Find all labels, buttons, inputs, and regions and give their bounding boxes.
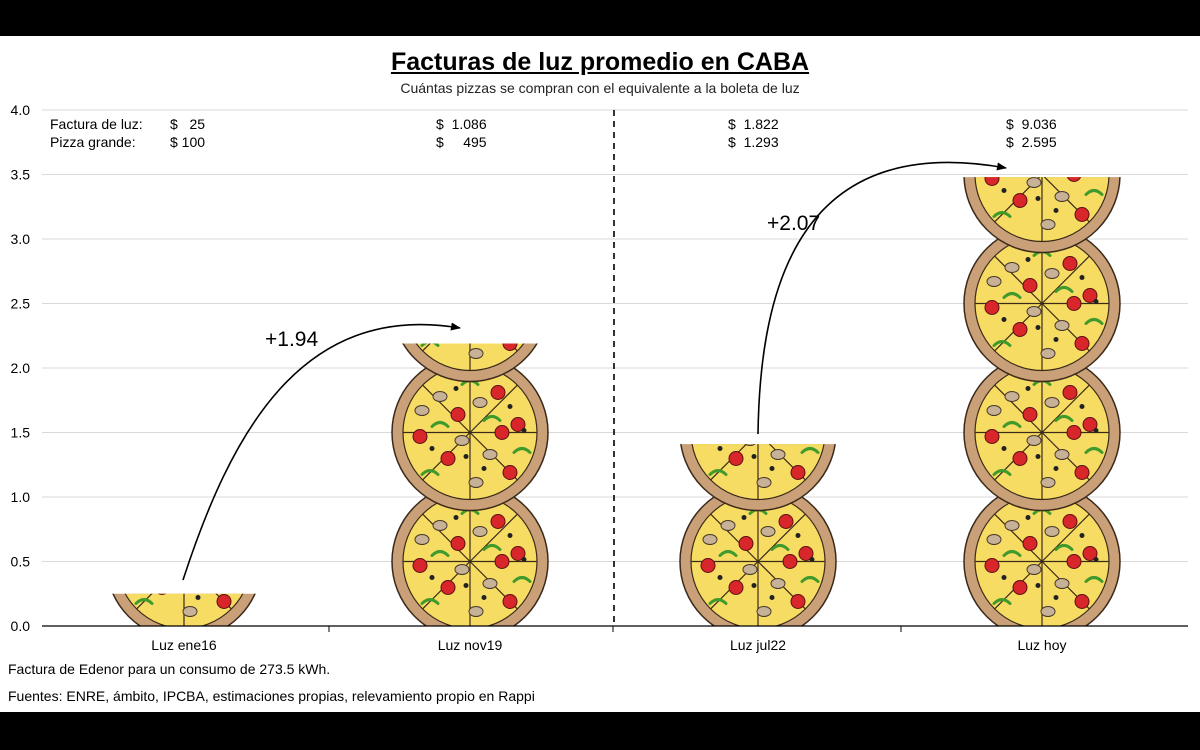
chart-subtitle: Cuántas pizzas se compran con el equival… — [400, 80, 800, 96]
y-tick-label-3.0: 3.0 — [11, 231, 31, 247]
pizza-bar-chart: 0.0 0.5 1.0 1.5 2.0 2.5 3.0 3.5 4.0 Luz ene16 Luz … — [11, 102, 1188, 653]
price-pizza-1: $ 495 — [436, 134, 487, 150]
price-factura-2: $ 1.822 — [728, 116, 779, 132]
price-pizza-2: $ 1.293 — [728, 134, 779, 150]
price-pizza-0: $ 100 — [170, 134, 206, 150]
y-tick-label-2.0: 2.0 — [11, 360, 31, 376]
y-tick-label-1.5: 1.5 — [11, 425, 31, 441]
price-factura-0: $ 25 — [170, 116, 206, 132]
price-factura-1: $ 1.086 — [436, 116, 487, 132]
y-tick-label-3.5: 3.5 — [11, 167, 31, 183]
y-tick-label-0.5: 0.5 — [11, 554, 31, 570]
change-label-1: +2.07 — [767, 212, 820, 235]
category-label-3: Luz hoy — [1017, 637, 1066, 653]
y-tick-label-4.0: 4.0 — [11, 102, 31, 118]
y-tick-label-1.0: 1.0 — [11, 489, 31, 505]
chart-title: Facturas de luz promedio en CABA — [390, 48, 810, 76]
pizza-bar-1 — [390, 343, 550, 626]
change-label-0: +1.94 — [265, 328, 318, 351]
change-arrow-0 — [182, 322, 461, 581]
y-tick-label-0.0: 0.0 — [11, 618, 31, 634]
row-label-pizza: Pizza grande: — [50, 134, 136, 150]
price-pizza-3: $ 2.595 — [1006, 134, 1057, 150]
chart-stage: Facturas de luz promedio en CABA Cuántas… — [0, 36, 1200, 712]
change-arrow-1 — [757, 161, 1007, 435]
category-label-2: Luz jul22 — [730, 637, 786, 653]
category-label-1: Luz nov19 — [438, 637, 503, 653]
row-label-factura: Factura de luz: — [50, 116, 143, 132]
footnote-consumo: Factura de Edenor para un consumo de 273… — [8, 661, 331, 677]
y-tick-label-2.5: 2.5 — [11, 296, 31, 312]
category-label-0: Luz ene16 — [151, 637, 217, 653]
footnote-fuentes: Fuentes: ENRE, ámbito, IPCBA, estimacion… — [8, 688, 535, 704]
price-factura-3: $ 9.036 — [1006, 116, 1057, 132]
